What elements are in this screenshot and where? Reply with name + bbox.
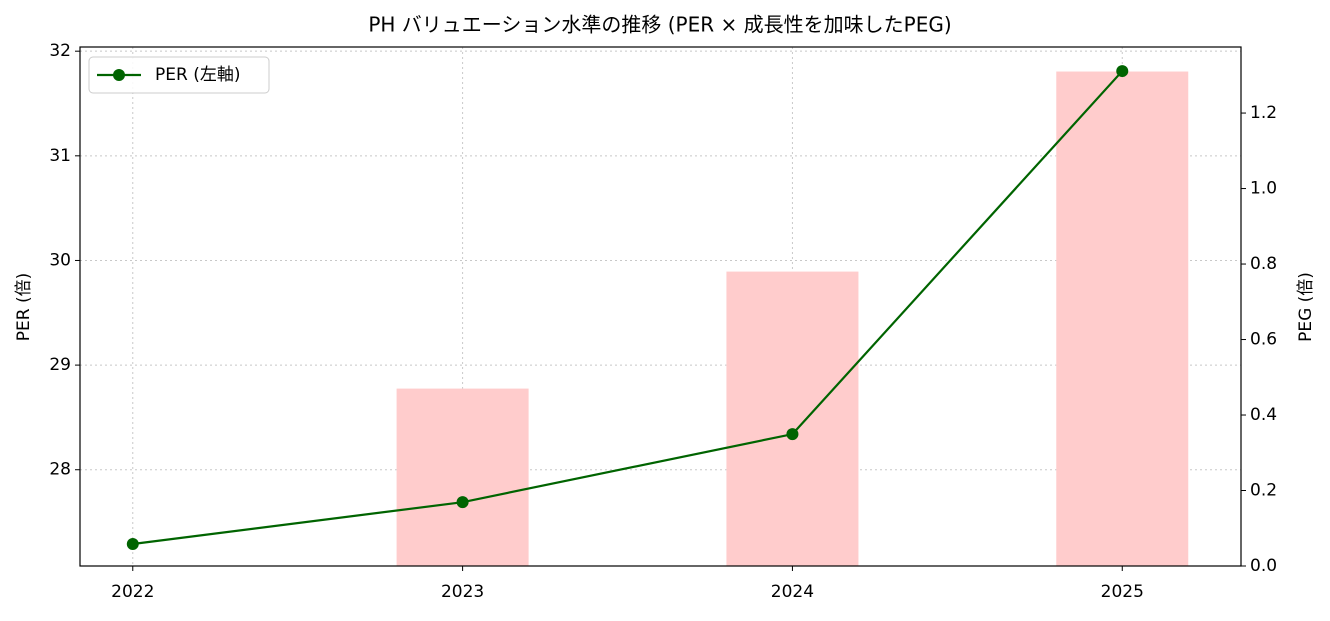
y2-tick-label: 1.2 xyxy=(1250,103,1277,123)
y-tick-label: 30 xyxy=(49,250,71,270)
x-tick-label: 2023 xyxy=(441,582,484,602)
y-tick-label: 32 xyxy=(49,41,71,61)
y2-axis-label: PEG (倍) xyxy=(1296,272,1316,342)
y-tick-label: 28 xyxy=(49,460,71,480)
y2-tick-label: 0.4 xyxy=(1250,405,1277,425)
legend-marker xyxy=(113,69,125,81)
marker xyxy=(786,428,799,441)
y-tick-label: 29 xyxy=(49,355,71,375)
marker xyxy=(126,538,139,551)
marker xyxy=(456,496,469,509)
chart-title: PH バリュエーション水準の推移 (PER × 成長性を加味したPEG) xyxy=(368,13,951,37)
y2-tick-label: 0.0 xyxy=(1250,556,1277,576)
bar xyxy=(396,388,529,566)
marker xyxy=(1116,65,1129,78)
y2-tick-label: 1.0 xyxy=(1250,179,1277,199)
legend-box xyxy=(88,56,270,94)
y-axis-label: PER (倍) xyxy=(14,273,34,341)
y2-tick-label: 0.6 xyxy=(1250,330,1277,350)
legend: PER (左軸) xyxy=(88,56,270,94)
plot-frame xyxy=(79,46,1242,567)
bar xyxy=(1056,71,1189,566)
y2-tick-label: 0.2 xyxy=(1250,481,1277,501)
y2-tick-label: 0.8 xyxy=(1250,254,1277,274)
y-tick-label: 31 xyxy=(49,146,71,166)
legend-label: PER (左軸) xyxy=(155,65,240,85)
x-tick-label: 2022 xyxy=(111,582,154,602)
bar xyxy=(726,271,859,566)
x-tick-label: 2025 xyxy=(1101,582,1144,602)
x-tick-label: 2024 xyxy=(771,582,814,602)
line xyxy=(132,70,1124,546)
